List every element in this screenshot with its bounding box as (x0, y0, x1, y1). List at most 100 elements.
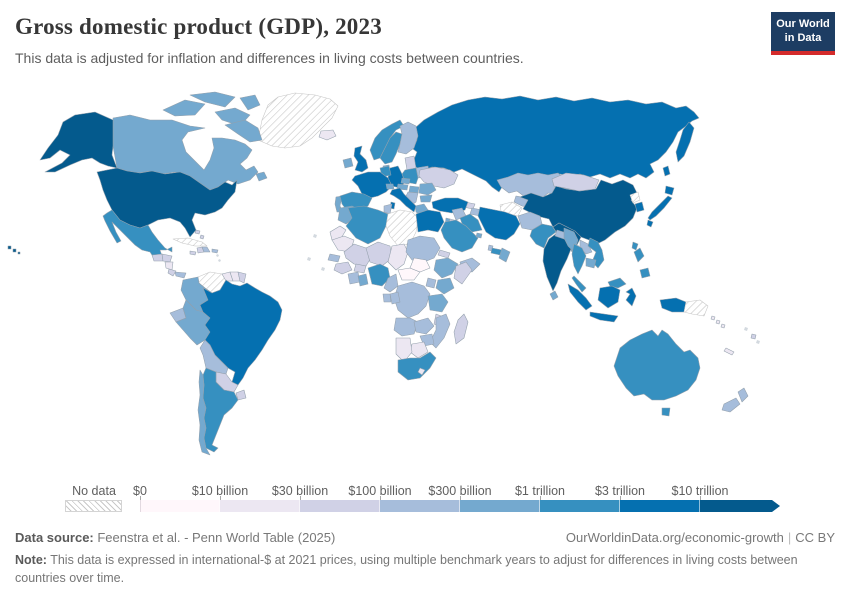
country-chile[interactable] (197, 369, 211, 456)
country-eritrea[interactable] (437, 249, 451, 259)
country-japan-kyushu[interactable] (646, 219, 654, 228)
country-iceland[interactable] (318, 129, 337, 141)
country-australia[interactable] (613, 329, 701, 401)
country-russia-kamchatka[interactable] (675, 121, 695, 163)
country-mongolia[interactable] (551, 172, 600, 192)
country-bulgaria[interactable] (419, 194, 433, 203)
country-brazil[interactable] (199, 279, 283, 386)
country-czechia[interactable] (400, 177, 411, 185)
legend-segment[interactable] (220, 500, 300, 512)
country-pakistan[interactable] (529, 223, 557, 249)
country-south-korea[interactable] (634, 201, 645, 213)
legend-no-data-swatch[interactable] (65, 500, 122, 512)
country-panama[interactable] (174, 271, 187, 279)
legend-segment[interactable] (700, 500, 780, 512)
country-new-caledonia[interactable] (723, 347, 735, 356)
country-ethiopia[interactable] (433, 257, 459, 279)
country-hungary[interactable] (408, 185, 420, 194)
country-dominican-republic[interactable] (201, 246, 211, 253)
country-zambia[interactable] (413, 317, 435, 335)
country-costa-rica[interactable] (167, 268, 177, 277)
country-ireland[interactable] (342, 157, 354, 169)
country-tanzania[interactable] (427, 293, 449, 313)
legend-segment[interactable] (540, 500, 620, 512)
country-ghana[interactable] (357, 273, 369, 287)
country-romania[interactable] (418, 182, 437, 196)
legend-segment[interactable] (140, 500, 220, 512)
legend-segment[interactable] (460, 500, 540, 512)
country-gabon[interactable] (382, 293, 392, 303)
country-mozambique[interactable] (429, 313, 451, 349)
country-algeria[interactable] (345, 205, 389, 245)
country-russia[interactable] (412, 95, 700, 193)
country-taiwan[interactable] (631, 241, 639, 251)
country-indonesia-papua[interactable] (659, 297, 687, 313)
country-united-states-hawaii[interactable] (7, 245, 21, 255)
license-link[interactable]: CC BY (795, 530, 835, 545)
country-guatemala[interactable] (151, 253, 164, 262)
country-italy[interactable] (389, 187, 417, 213)
country-puerto-rico[interactable] (211, 248, 219, 254)
country-somalia[interactable] (453, 261, 473, 285)
country-japan-hokkaido[interactable] (664, 185, 675, 196)
country-japan-honshu[interactable] (647, 195, 673, 221)
country-kenya[interactable] (435, 277, 455, 295)
legend-segment[interactable] (300, 500, 380, 512)
country-philippines-luzon[interactable] (633, 247, 645, 263)
country-new-zealand-south[interactable] (721, 397, 741, 413)
country-malaysia-borneo[interactable] (607, 277, 627, 289)
country-solomon-islands[interactable] (710, 315, 726, 329)
country-kuwait[interactable] (475, 232, 483, 239)
country-canada-arctic-4[interactable] (239, 94, 261, 111)
country-saudi-arabia[interactable] (440, 219, 479, 253)
country-egypt[interactable] (415, 209, 445, 233)
country-malaysia[interactable] (571, 275, 587, 293)
country-north-korea[interactable] (629, 191, 641, 204)
country-indonesia-kalimantan[interactable] (597, 285, 621, 309)
country-madagascar[interactable] (453, 313, 469, 345)
country-guinea[interactable] (333, 261, 353, 275)
country-south-sudan[interactable] (409, 257, 431, 273)
country-finland[interactable] (397, 121, 419, 155)
country-sudan[interactable] (405, 235, 441, 263)
country-australia-tasmania[interactable] (661, 407, 671, 417)
country-mali[interactable] (343, 243, 373, 267)
country-uruguay[interactable] (235, 389, 247, 401)
country-french-guiana[interactable] (237, 271, 247, 284)
country-senegal[interactable] (327, 253, 341, 263)
country-canada-arctic-2[interactable] (189, 91, 236, 108)
country-indonesia-java[interactable] (589, 311, 619, 323)
country-norway[interactable] (369, 119, 405, 161)
country-united-kingdom[interactable] (353, 145, 369, 173)
country-indonesia-sulawesi[interactable] (625, 287, 637, 307)
country-thailand[interactable] (571, 243, 587, 275)
country-canada-newfoundland[interactable] (255, 171, 268, 182)
country-switzerland[interactable] (385, 183, 395, 190)
country-russia-sakhalin[interactable] (662, 165, 671, 177)
country-canada-arctic-1[interactable] (162, 99, 206, 117)
owid-logo[interactable]: Our World in Data (771, 12, 835, 55)
country-new-zealand-north[interactable] (737, 387, 749, 403)
country-cuba[interactable] (172, 237, 208, 247)
country-united-states-alaska[interactable] (39, 111, 118, 173)
country-lesotho[interactable] (417, 367, 426, 376)
country-namibia[interactable] (395, 337, 413, 363)
country-sri-lanka[interactable] (549, 290, 559, 301)
country-cameroon[interactable] (383, 273, 399, 293)
country-greenland[interactable] (257, 92, 339, 149)
country-oman[interactable] (498, 247, 511, 263)
country-jamaica[interactable] (189, 250, 197, 256)
country-france[interactable] (351, 171, 393, 199)
country-fiji[interactable] (750, 333, 757, 340)
legend-segment[interactable] (380, 500, 460, 512)
country-cambodia[interactable] (585, 257, 597, 269)
country-drc[interactable] (393, 281, 431, 319)
country-libya[interactable] (385, 209, 419, 247)
country-angola[interactable] (393, 317, 419, 337)
country-philippines-mindanao[interactable] (639, 267, 651, 279)
country-baltic-states[interactable] (404, 155, 417, 171)
country-indonesia-sumatra[interactable] (567, 283, 593, 311)
country-south-africa[interactable] (397, 351, 437, 381)
country-canada-baffin[interactable] (224, 119, 263, 143)
country-bahamas[interactable] (194, 229, 205, 240)
